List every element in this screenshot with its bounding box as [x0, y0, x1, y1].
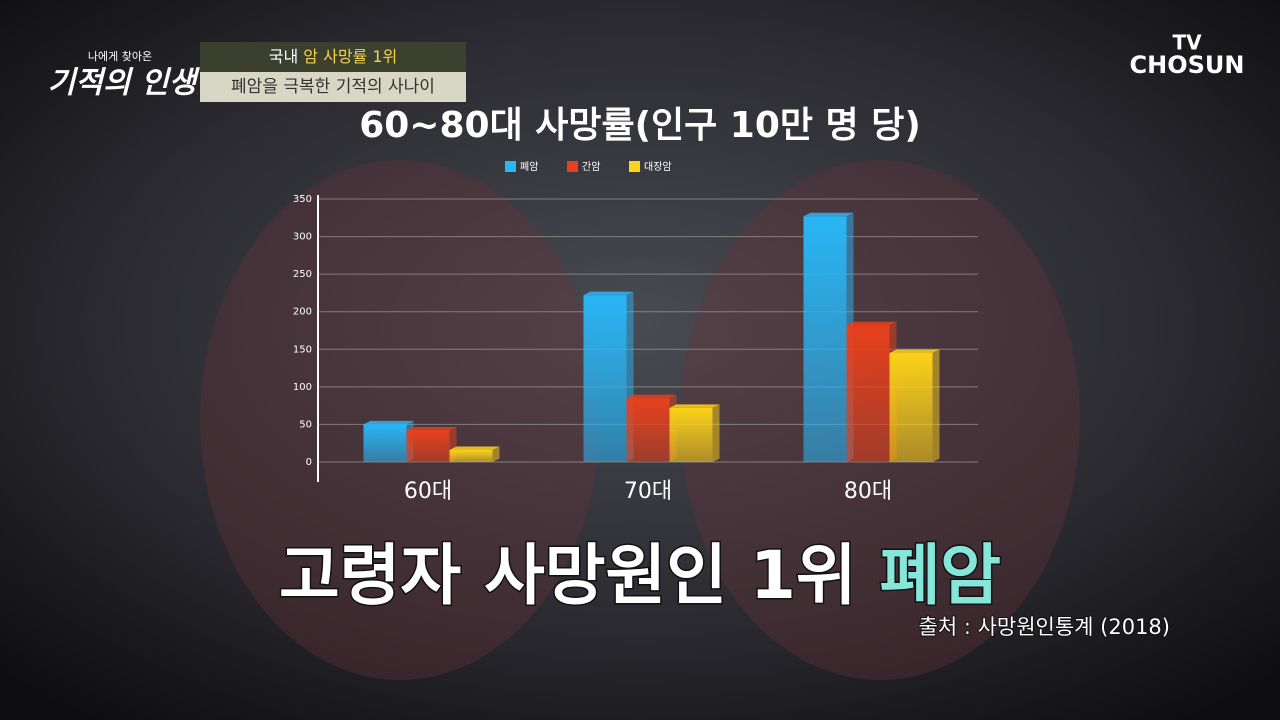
legend-label: 간암: [582, 161, 600, 173]
bar: [803, 216, 847, 462]
lung-left: [200, 160, 600, 680]
chart-title: 60~80대 사망률(인구 10만 명 당): [359, 105, 921, 146]
channel-line1: TV: [1172, 31, 1202, 55]
bar: [406, 430, 450, 462]
bar-side: [712, 404, 720, 462]
y-tick-label: 50: [299, 419, 312, 430]
bar: [846, 325, 890, 462]
y-tick-label: 150: [293, 344, 312, 355]
y-tick-label: 200: [293, 307, 312, 318]
y-tick-label: 0: [306, 457, 312, 468]
x-tick-label: 80대: [844, 479, 892, 504]
bar-top: [583, 291, 634, 296]
bar-side: [492, 446, 500, 462]
logo-small: 나에게 찾아온: [88, 50, 152, 63]
y-tick-label: 100: [293, 382, 312, 393]
bar: [583, 295, 627, 462]
banner-highlight: 암 사망률 1위: [303, 47, 397, 66]
logo-main: 기적의 인생: [48, 66, 201, 101]
banner-bottom: [200, 72, 466, 102]
bar: [669, 407, 713, 462]
bar-side: [932, 349, 940, 462]
bar-top: [846, 321, 897, 326]
bar-top: [803, 212, 854, 217]
caption-main: 고령자 사망원인 1위: [279, 537, 857, 614]
bar: [889, 353, 933, 462]
banner-top: [200, 42, 466, 72]
legend-swatch: [505, 161, 516, 172]
bar-top: [626, 394, 677, 399]
legend-label: 대장암: [644, 161, 672, 173]
y-tick-label: 350: [293, 194, 312, 205]
banner-line: 국내 암 사망률 1위: [269, 47, 398, 66]
bar: [449, 449, 493, 462]
channel-line2: CHOSUN: [1130, 51, 1245, 79]
legend-swatch: [629, 161, 640, 172]
banner-prefix: 국내: [269, 47, 298, 66]
bar-top: [669, 404, 720, 408]
source: 출처 : 사망원인통계 (2018): [919, 615, 1171, 639]
bar-top: [406, 426, 457, 431]
bar-top: [449, 446, 500, 450]
banner-subtitle: 폐암을 극복한 기적의 사나이: [231, 77, 435, 97]
bar: [626, 398, 670, 462]
bar-top: [889, 349, 940, 354]
legend-swatch: [567, 161, 578, 172]
y-tick-label: 250: [293, 269, 312, 280]
bar: [363, 424, 407, 462]
bar-top: [363, 420, 414, 425]
x-tick-label: 70대: [624, 479, 672, 504]
y-tick-label: 300: [293, 232, 312, 243]
legend-label: 폐암: [520, 161, 538, 173]
x-tick-label: 60대: [404, 479, 452, 504]
caption: 고령자 사망원인 1위 폐암: [279, 537, 1001, 614]
caption-highlight: 폐암: [880, 537, 1001, 614]
